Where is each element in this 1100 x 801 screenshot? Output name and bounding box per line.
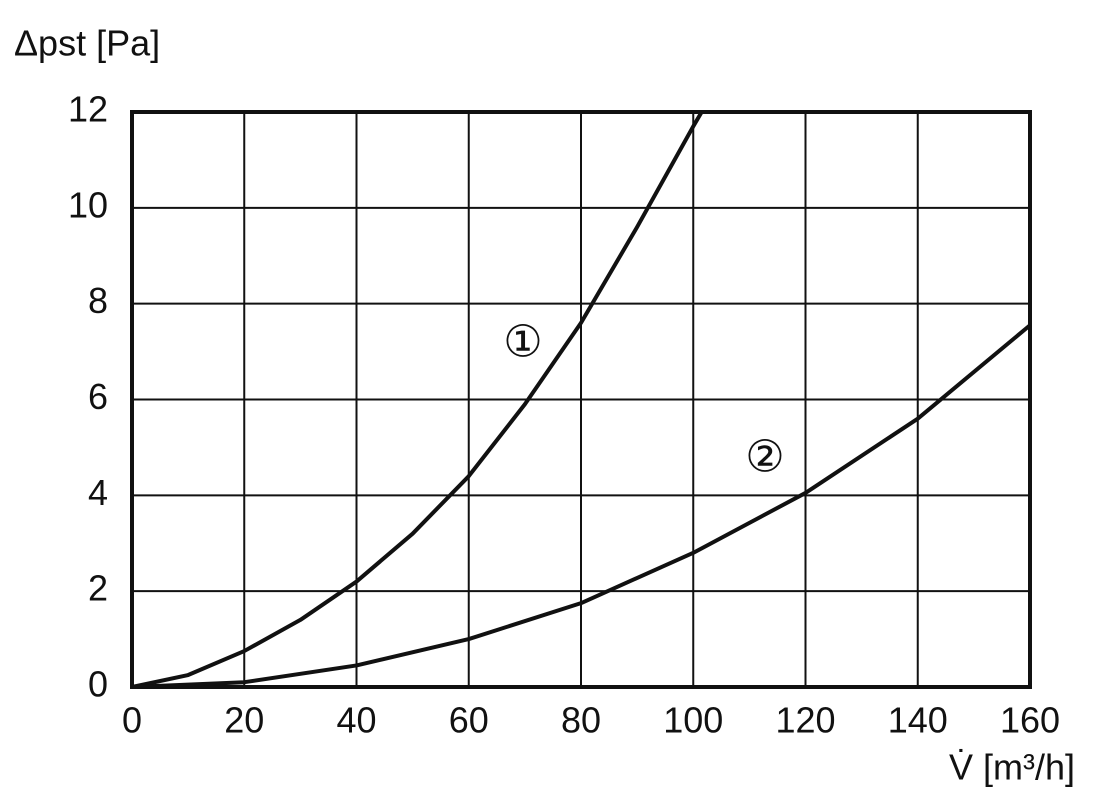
curve — [131, 323, 1032, 689]
x-tick-label: 0 — [122, 700, 142, 741]
x-tick-label: 40 — [336, 700, 376, 741]
x-tick-label: 140 — [888, 700, 948, 741]
y-tick-label: 0 — [88, 664, 108, 705]
y-axis-label: Δpst [Pa] — [14, 23, 160, 64]
y-tick-label: 10 — [68, 184, 108, 225]
x-tick-label: 100 — [663, 700, 723, 741]
x-tick-label: 80 — [561, 700, 601, 741]
curve — [131, 110, 704, 689]
x-tick-label: 160 — [1000, 700, 1060, 741]
x-tick-label: 120 — [775, 700, 835, 741]
y-tick-label: 8 — [88, 280, 108, 321]
y-tick-label: 6 — [88, 376, 108, 417]
x-axis-label: V̇ [m³/h] — [949, 747, 1075, 788]
y-tick-label: 2 — [88, 568, 108, 609]
plot-frame — [130, 110, 1032, 689]
curve-label: ① — [503, 318, 542, 367]
x-tick-label: 20 — [224, 700, 264, 741]
y-tick-label: 4 — [88, 472, 108, 513]
y-tick-label: 12 — [68, 89, 108, 130]
x-tick-label: 60 — [449, 700, 489, 741]
curve-label: ② — [745, 433, 784, 482]
